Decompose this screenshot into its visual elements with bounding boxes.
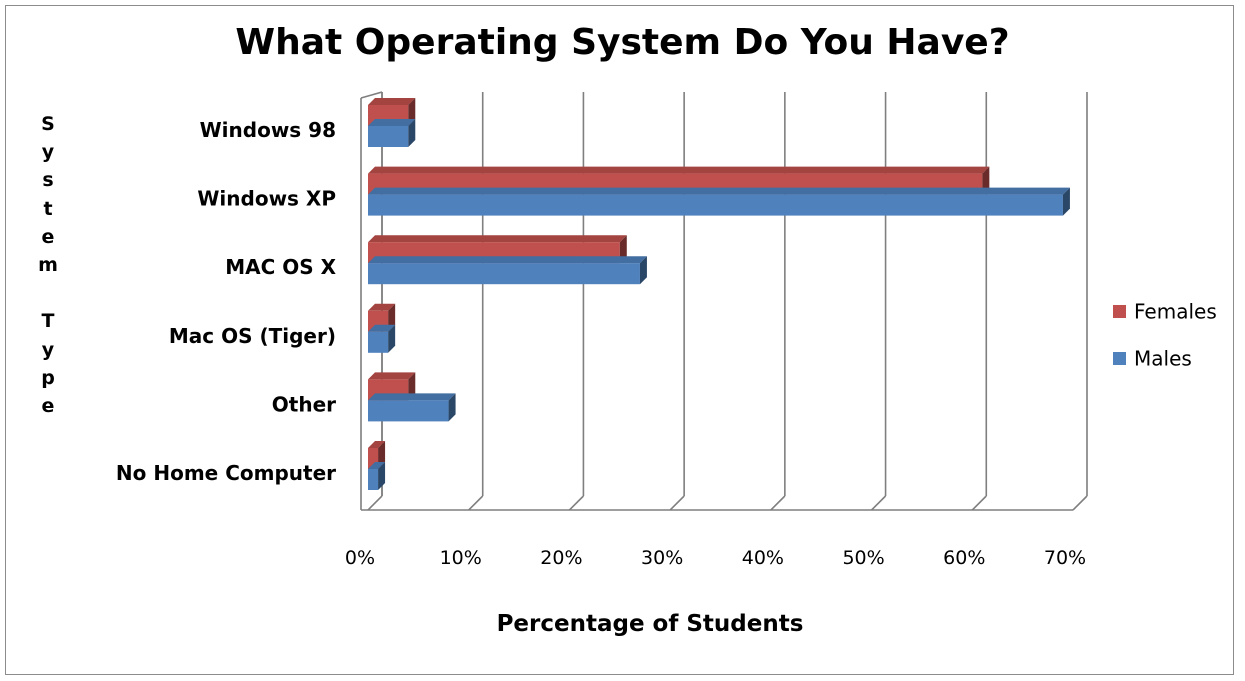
legend-swatch-males [1113,352,1126,365]
bar-end-face [408,119,416,147]
category-label: Windows XP [197,187,336,211]
category-label: No Home Computer [116,461,336,485]
wall-top-edge [360,91,383,99]
category-label: Other [272,392,336,416]
bar-males [368,263,640,285]
bar-end-face [388,324,396,353]
bar-top-face [368,98,416,105]
floor-depth-line [367,495,383,511]
legend-label-males: Males [1134,346,1192,371]
bar-top-face [368,166,990,174]
x-tick-label: 20% [540,547,582,569]
x-tick-label: 70% [1044,547,1086,569]
bar-top-face [368,303,396,311]
x-tick-label: 10% [440,547,482,569]
bar-females [368,448,379,469]
bar-top-face [368,256,647,264]
x-axis-title: Percentage of Students [496,611,804,637]
bar-top-face [368,235,627,243]
floor-depth-line [770,495,786,511]
bar-males [368,469,379,490]
category-label: MAC OS X [225,255,336,279]
legend-swatch-females [1113,305,1126,318]
bar-top-face [368,324,396,332]
bar-males [368,400,449,422]
floor-depth-line [971,495,987,511]
floor-depth-line [871,495,887,511]
bar-end-face [1062,187,1070,216]
x-tick-label: 40% [742,547,784,569]
floor-depth-line [1072,495,1088,511]
legend-item-males: Males [1113,345,1192,371]
floor-depth-line [669,495,685,511]
x-tick-label: 0% [345,547,375,569]
chart-title: What Operating System Do You Have? [235,22,1010,63]
legend-item-females: Females [1113,298,1217,324]
floor-depth-line [468,495,484,511]
category-label: Mac OS (Tiger) [169,324,336,348]
legend-label-females: Females [1134,299,1217,324]
category-label: Windows 98 [200,118,336,142]
bar-top-face [368,119,416,126]
bar-end-face [639,256,647,285]
bar-top-face [368,441,386,448]
bar-top-face [368,462,386,469]
bar-end-face [378,462,386,490]
bar-males [368,126,409,147]
bar-end-face [448,393,456,422]
bar-males [368,331,389,353]
x-tick-label: 50% [842,547,884,569]
bar-top-face [368,372,416,380]
bar-top-face [368,187,1070,195]
bar-top-face [368,393,456,401]
bar-males [368,194,1063,216]
x-tick-label: 30% [641,547,683,569]
floor-depth-line [568,495,584,511]
x-tick-label: 60% [943,547,985,569]
chart-frame [5,5,1234,675]
y-axis-title: S y s t e m T y p e [38,113,58,418]
